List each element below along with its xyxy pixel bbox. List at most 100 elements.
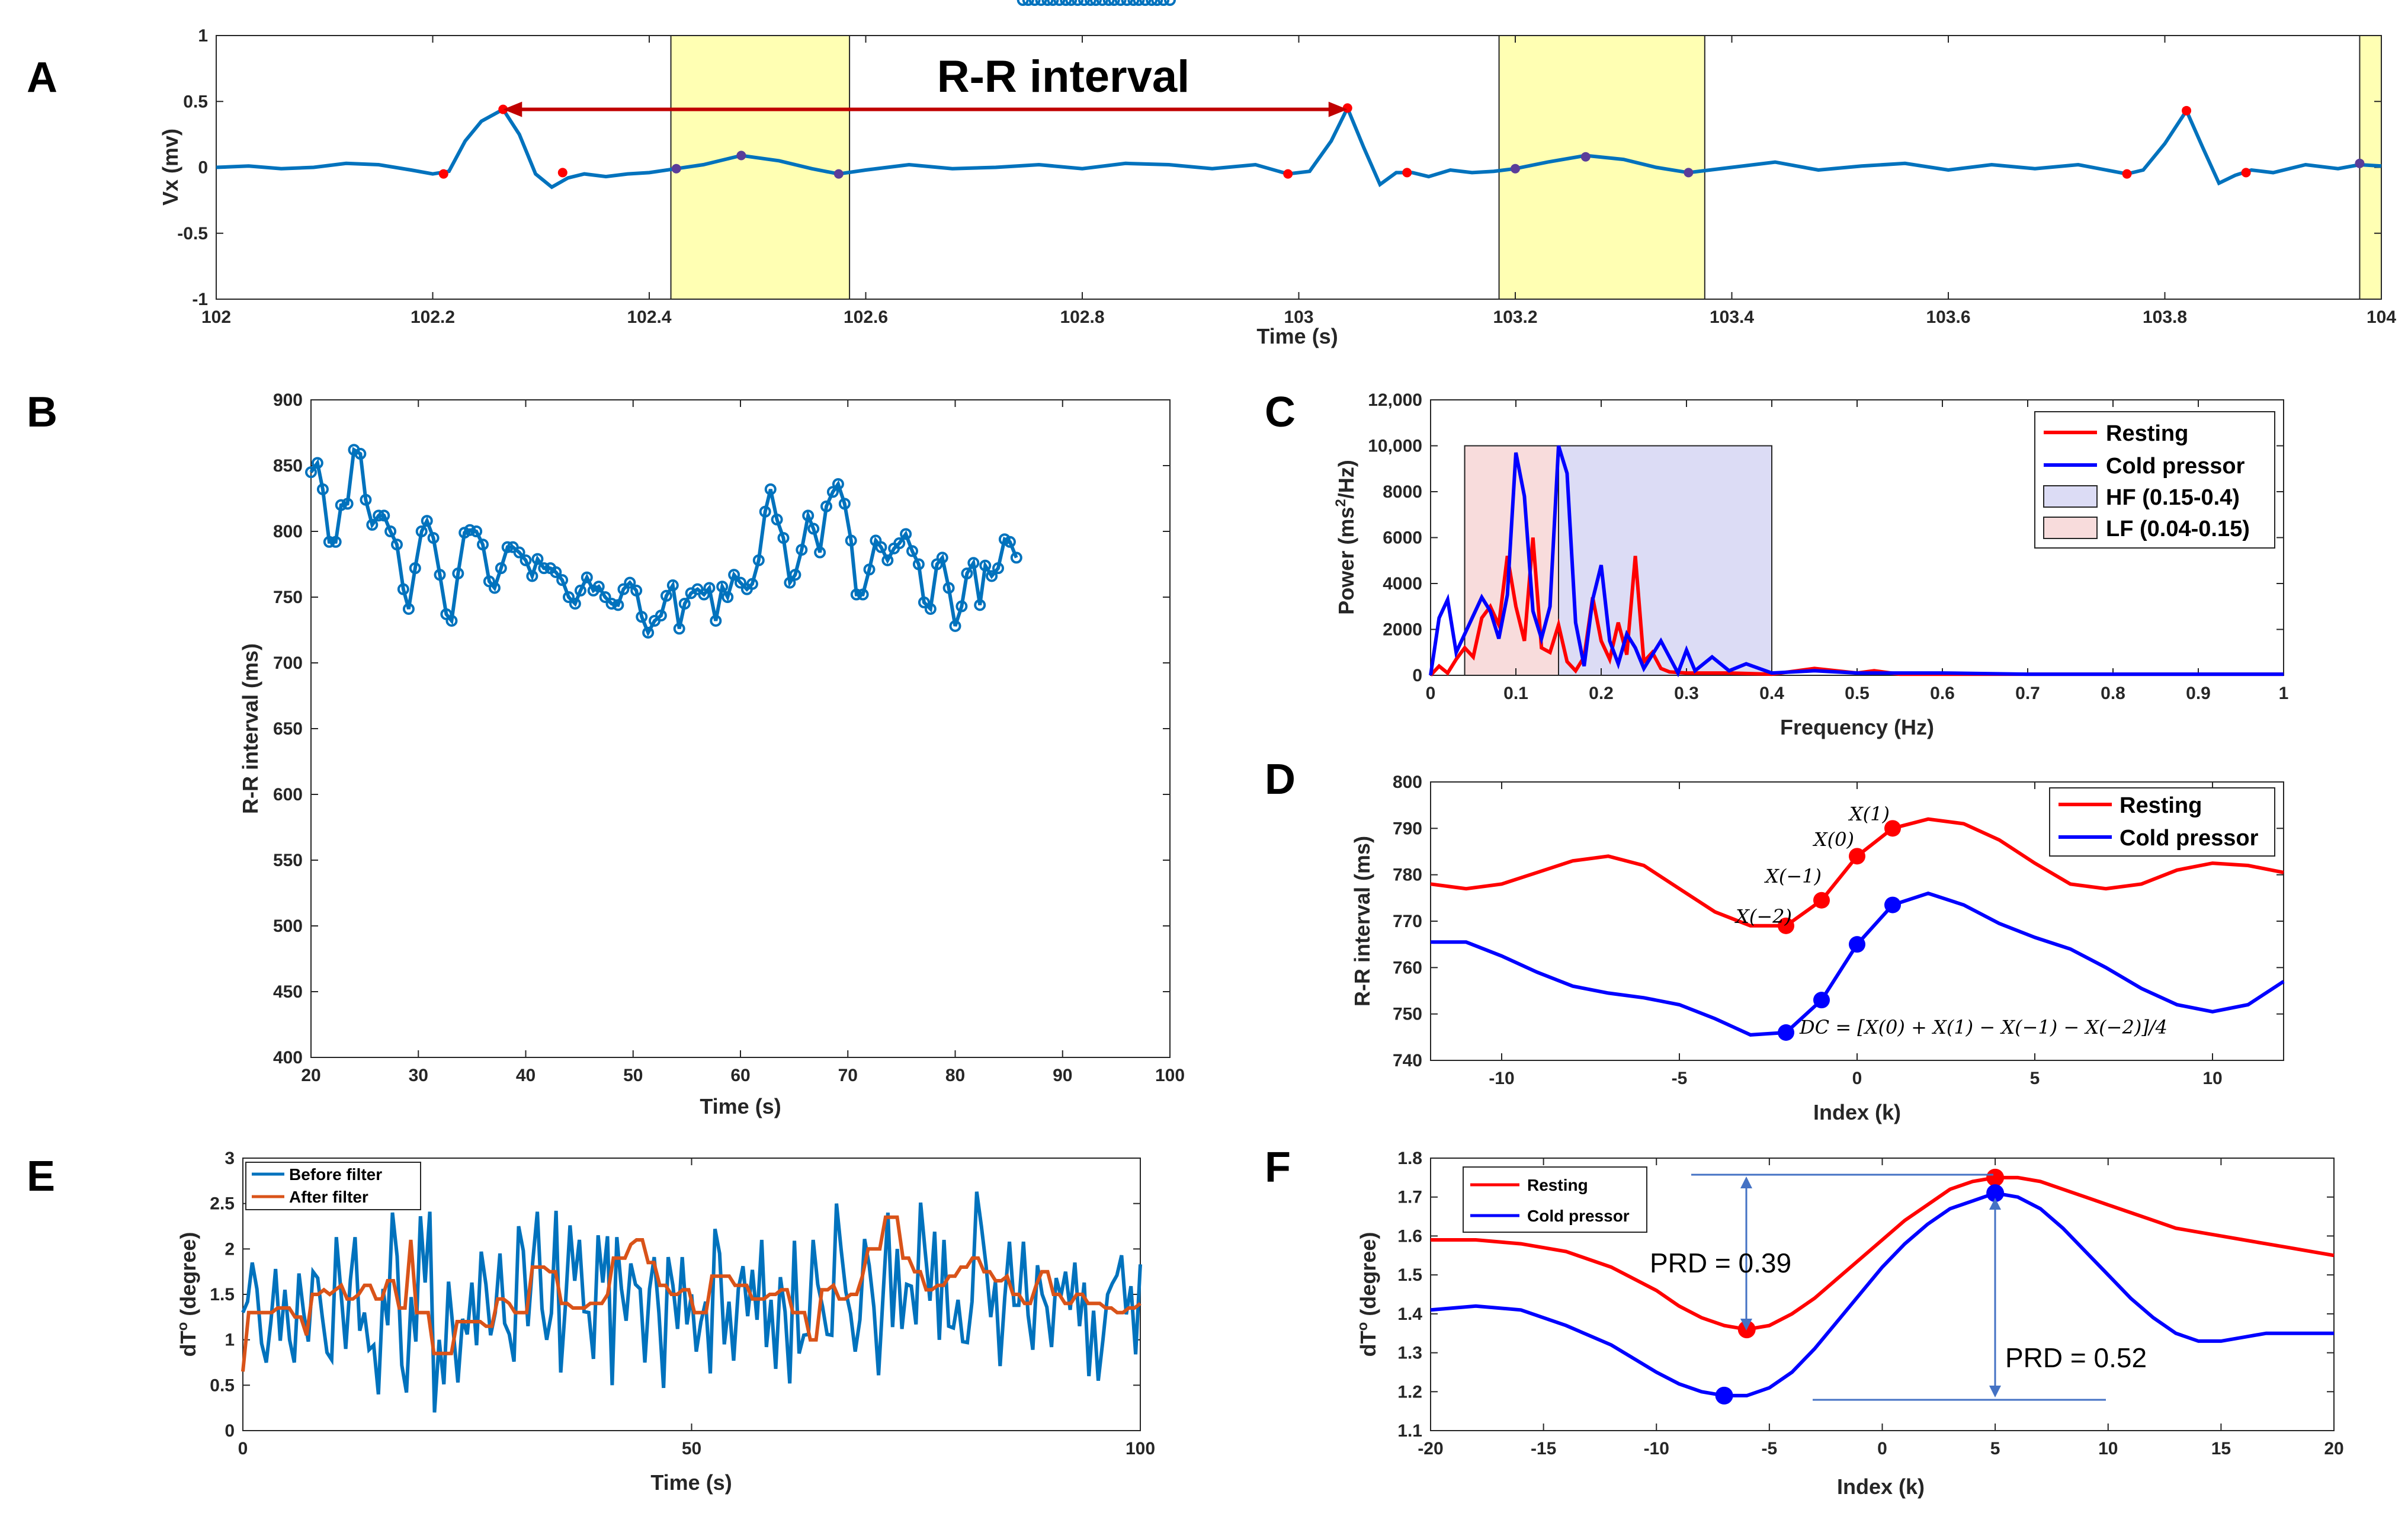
rr-arrow-left-head: [503, 101, 522, 117]
rr-point: [807, 522, 820, 535]
rr-point: [1139, 0, 1152, 6]
x-tick-label: -15: [1531, 1439, 1556, 1458]
rr-point: [936, 552, 948, 564]
shaded-windows: [670, 35, 2382, 300]
y-tick-label: 1.5: [210, 1285, 235, 1304]
rr-point: [488, 582, 501, 594]
rr-point: [746, 578, 758, 590]
rr-point: [581, 571, 593, 584]
anchor-point: [1778, 1024, 1794, 1041]
x-tick-label: 102.8: [1060, 307, 1104, 327]
x-tick-label: 30: [409, 1066, 428, 1085]
rr-interval-label: R-R interval: [937, 52, 1190, 102]
x-tick-label: 0.9: [2186, 684, 2211, 703]
y-tick-label: 1.1: [1397, 1421, 1422, 1441]
rr-point: [360, 493, 372, 506]
r-peak-marker: [1342, 103, 1352, 113]
panel-a: A 102 102.2 102.4 102.6 102.8 103 103.2 103.4 10…: [27, 26, 2396, 348]
axis-d-ylabel: R-R interval (ms): [1350, 836, 1374, 1006]
rr-point: [526, 570, 538, 582]
y-tick-label: 1.8: [1397, 1149, 1422, 1168]
rr-point: [378, 509, 390, 522]
rr-point: [924, 602, 937, 615]
prd-resting-arrow-top: [1740, 1176, 1752, 1188]
t-wave-marker: [671, 164, 681, 174]
rr-point: [967, 557, 980, 569]
rr-point: [1157, 0, 1170, 6]
x-tick-label: 0: [1426, 684, 1436, 703]
rr-point: [642, 626, 655, 639]
t-wave-marker: [1684, 168, 1694, 178]
axis-ticks: 102 102.2 102.4 102.6 102.8 103 103.2 103.4 103.…: [177, 26, 2396, 327]
y-tick-label: 2: [225, 1239, 235, 1259]
rr-point: [1133, 0, 1145, 6]
rr-point: [784, 576, 796, 589]
y-tick-label: 1: [225, 1331, 235, 1350]
rr-point: [961, 568, 973, 580]
rr-arrow-right-head: [1328, 101, 1348, 117]
anchor-point: [1813, 992, 1830, 1009]
dc-formula: DC = [X(0) + X(1) − X(−1) − X(−2)]/4: [1799, 1016, 2167, 1038]
anchor-point: [1849, 848, 1865, 865]
ecg-signal-line: [216, 104, 2382, 190]
t-wave-marker: [1511, 164, 1520, 174]
x-tick-label: 50: [682, 1439, 701, 1458]
ylabel-c-main: Power (ms: [1334, 507, 1358, 615]
x-tick-label: -5: [1762, 1439, 1778, 1458]
x-tick-label: 0: [1852, 1069, 1862, 1088]
x-tick-label: 70: [838, 1066, 858, 1085]
rr-point: [1072, 0, 1084, 6]
y-tick-label: 8000: [1383, 482, 1422, 502]
panel-label-d: D: [1265, 756, 1296, 803]
rr-point: [918, 596, 930, 608]
rr-point: [752, 554, 765, 566]
legend-c-box: [2034, 411, 2275, 549]
y-tick-label: 700: [273, 653, 303, 673]
legend-cold-pressor-label: Cold pressor: [2106, 454, 2245, 479]
x-tick-label: -20: [1418, 1439, 1443, 1458]
y-tick-label: 1.4: [1397, 1304, 1422, 1324]
rr-point: [678, 598, 691, 610]
rr-point: [1065, 0, 1078, 6]
rr-point: [979, 559, 992, 572]
y-tick-label: 760: [1393, 958, 1422, 977]
rr-point: [366, 518, 379, 531]
anchor-point: [1849, 936, 1865, 953]
rr-point: [1041, 0, 1054, 6]
axis-b-xlabel: Time (s): [700, 1094, 781, 1118]
rr-point: [716, 581, 729, 593]
axis-d-xlabel: Index (k): [1813, 1100, 1901, 1124]
anchor-markers: [1778, 820, 1901, 1041]
rr-point: [1127, 0, 1140, 6]
ylabel-e-tail: (degree): [176, 1232, 200, 1322]
panel-label-a: A: [27, 54, 57, 101]
x-tick-label: 40: [516, 1066, 536, 1085]
rr-point: [373, 509, 385, 522]
y-tick-label: 600: [273, 785, 303, 804]
prd-cold-label: PRD = 0.52: [2005, 1342, 2147, 1373]
y-tick-label: 400: [273, 1048, 303, 1067]
rr-series-line: [309, 447, 1018, 637]
x-tick-label: 102.6: [844, 307, 888, 327]
axis-b-ylabel: R-R interval (ms): [238, 643, 262, 814]
r-peak-marker: [2241, 168, 2251, 178]
x-tick-label: 103: [1284, 307, 1313, 327]
rr-point: [1010, 552, 1022, 564]
rr-point: [1022, 0, 1034, 6]
rr-point: [630, 584, 643, 597]
rr-point: [569, 598, 581, 610]
y-tick-label: 500: [273, 916, 303, 936]
ylabel-e-superscript: o: [175, 1322, 191, 1331]
rr-point: [893, 537, 906, 549]
rr-point: [563, 591, 575, 603]
rr-series-markers: [305, 0, 1176, 639]
rr-point: [826, 486, 839, 498]
rr-point: [703, 582, 716, 594]
label-x0: X(0): [1812, 828, 1854, 851]
axis-f-xlabel: Index (k): [1837, 1474, 1925, 1499]
y-tick-label: 780: [1393, 865, 1422, 885]
x-tick-label: 10: [2202, 1069, 2222, 1088]
legend-hf-label: HF (0.15-0.4): [2106, 485, 2240, 510]
x-tick-label: 1: [2279, 684, 2289, 703]
panel-label-e: E: [27, 1153, 55, 1200]
